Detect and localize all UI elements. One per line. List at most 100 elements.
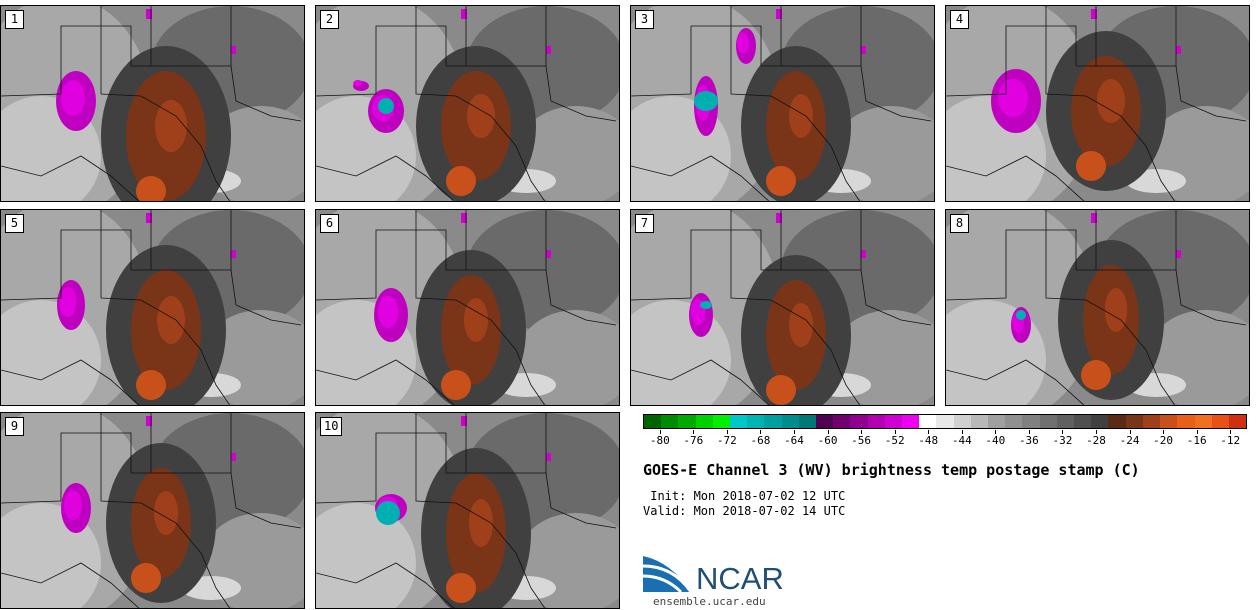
colorbar-tick-label: -52: [884, 434, 905, 447]
colorbar-tick-label: -32: [1052, 434, 1073, 447]
panel-label: 6: [320, 214, 339, 233]
colorbar-tick: [961, 430, 963, 434]
colorbar-segment: [1108, 415, 1126, 428]
colorbar-segment: [936, 415, 954, 428]
colorbar-tick-label: -44: [951, 434, 972, 447]
colorbar-segment: [678, 415, 696, 428]
colorbar-segment: [988, 415, 1006, 428]
colorbar-tick-label: -68: [750, 434, 771, 447]
colorbar-tick: [894, 430, 896, 434]
colorbar-segment: [712, 415, 731, 428]
water-vapor-map: [316, 6, 619, 201]
map-panel-9: 9: [0, 412, 305, 609]
colorbar-tick-label: -40: [985, 434, 1006, 447]
map-panel-10: 10: [315, 412, 620, 609]
colorbar-segment: [970, 415, 989, 428]
colorbar-segment: [1194, 415, 1212, 428]
panel-label: 7: [635, 214, 654, 233]
colorbar-segment: [1125, 415, 1143, 428]
colorbar-tick-label: -12: [1220, 434, 1241, 447]
water-vapor-map: [316, 210, 619, 405]
colorbar-tick-label: -60: [817, 434, 838, 447]
colorbar-segment: [816, 415, 834, 428]
colorbar-tick: [760, 430, 762, 434]
panel-label: 1: [5, 10, 24, 29]
colorbar-segment: [1005, 415, 1023, 428]
colorbar-tick: [1129, 430, 1131, 434]
ncar-logo-icon: [642, 556, 693, 594]
colorbar-tick: [726, 430, 728, 434]
colorbar: [643, 414, 1247, 429]
colorbar-segment: [1056, 415, 1075, 428]
colorbar-segment: [902, 415, 920, 428]
map-panel-2: 2: [315, 5, 620, 202]
colorbar-segment: [1228, 415, 1247, 428]
colorbar-segment: [919, 415, 937, 428]
map-panel-8: 8: [945, 209, 1250, 406]
water-vapor-map: [631, 210, 934, 405]
colorbar-tick: [1028, 430, 1030, 434]
colorbar-tick-label: -36: [1018, 434, 1039, 447]
water-vapor-map: [1, 6, 304, 201]
ncar-logo-text: NCAR: [696, 561, 784, 596]
colorbar-tick: [1096, 430, 1097, 434]
colorbar-tick-label: -64: [784, 434, 804, 447]
colorbar-tick-label: -28: [1086, 434, 1106, 447]
colorbar-segment: [1160, 415, 1178, 428]
colorbar-tick: [794, 430, 795, 434]
colorbar-segment: [747, 415, 765, 428]
init-time: Init: Mon 2018-07-02 12 UTC: [643, 489, 846, 503]
colorbar-segment: [695, 415, 713, 428]
colorbar-segment: [781, 415, 799, 428]
panel-label: 2: [320, 10, 339, 29]
water-vapor-map: [946, 210, 1249, 405]
website-url: ensemble.ucar.edu: [653, 595, 766, 608]
colorbar-tick: [1163, 430, 1165, 434]
colorbar-tick: [827, 430, 829, 434]
map-panel-5: 5: [0, 209, 305, 406]
colorbar-segment: [730, 415, 748, 428]
colorbar-tick-label: -72: [716, 434, 737, 447]
colorbar-segment: [798, 415, 817, 428]
water-vapor-map: [946, 6, 1249, 201]
colorbar-tick-label: -24: [1119, 434, 1140, 447]
map-panel-6: 6: [315, 209, 620, 406]
colorbar-segment: [953, 415, 971, 428]
colorbar-segment: [1039, 415, 1057, 428]
map-title: GOES-E Channel 3 (WV) brightness temp po…: [643, 461, 1140, 479]
panel-label: 5: [5, 214, 24, 233]
panel-label: 4: [950, 10, 969, 29]
colorbar-segment: [833, 415, 851, 428]
water-vapor-map: [1, 210, 304, 405]
map-panel-3: 3: [630, 5, 935, 202]
colorbar-segment: [1177, 415, 1195, 428]
map-panel-1: 1: [0, 5, 305, 202]
colorbar-tick: [1062, 430, 1064, 434]
colorbar-segment: [764, 415, 782, 428]
colorbar-tick: [1230, 430, 1232, 434]
valid-time: Valid: Mon 2018-07-02 14 UTC: [643, 504, 846, 518]
colorbar-segment: [644, 415, 662, 428]
colorbar-tick: [995, 430, 997, 434]
colorbar-tick: [693, 430, 695, 434]
water-vapor-map: [631, 6, 934, 201]
colorbar-segment: [867, 415, 885, 428]
colorbar-segment: [1074, 415, 1092, 428]
colorbar-tick: [659, 430, 661, 434]
colorbar-tick-label: -16: [1186, 434, 1207, 447]
colorbar-segment: [1211, 415, 1229, 428]
map-panel-7: 7: [630, 209, 935, 406]
colorbar-tick: [928, 430, 930, 434]
colorbar-tick-label: -20: [1153, 434, 1174, 447]
panel-label: 3: [635, 10, 654, 29]
colorbar-segment: [850, 415, 868, 428]
colorbar-tick-label: -76: [683, 434, 704, 447]
panel-label: 9: [5, 417, 24, 436]
colorbar-segment: [1022, 415, 1040, 428]
colorbar-tick-label: -80: [649, 434, 670, 447]
colorbar-ticks: -80 -76 -72 -68 -64 -60 -56 -52 -48 -44 -40 -36 -32-…: [643, 430, 1247, 450]
colorbar-segment: [884, 415, 903, 428]
panel-label: 10: [320, 417, 343, 436]
colorbar-segment: [1142, 415, 1161, 428]
water-vapor-map: [316, 413, 619, 608]
